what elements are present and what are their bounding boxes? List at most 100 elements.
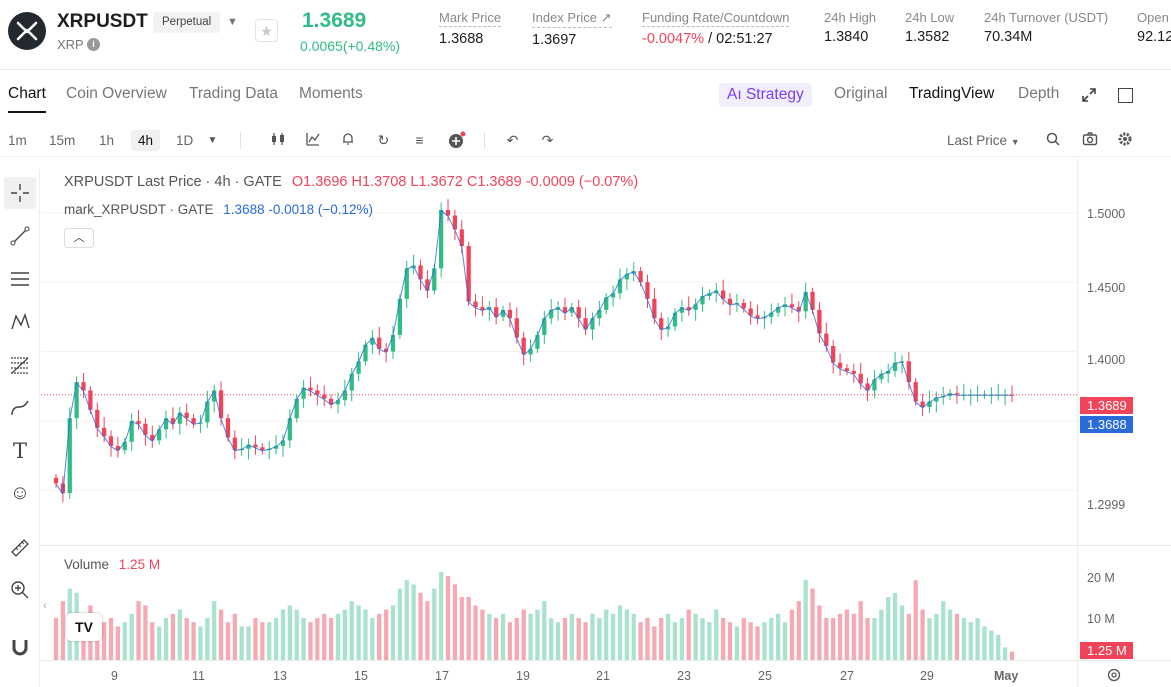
- price-type-select[interactable]: Last Price ▼: [947, 133, 1020, 148]
- redo-icon[interactable]: ↷: [541, 132, 554, 148]
- tab-coin-overview[interactable]: Coin Overview: [66, 85, 167, 102]
- timeframe-dropdown-icon[interactable]: ▼: [207, 135, 218, 146]
- volume-bar: [996, 634, 1001, 660]
- candle-body: [494, 307, 499, 317]
- volume-bar: [899, 605, 905, 660]
- templates-icon[interactable]: ≡: [415, 132, 424, 148]
- info-icon[interactable]: i: [87, 38, 100, 51]
- undo-icon[interactable]: ↶: [506, 132, 519, 148]
- add-plus-icon[interactable]: [447, 131, 466, 150]
- candle-body: [108, 436, 114, 446]
- volume-bar: [445, 576, 451, 660]
- volume-bar: [170, 613, 176, 660]
- symbol-name[interactable]: XRPUSDT: [57, 11, 148, 32]
- stat-mark-price: Mark Price 1.3688: [439, 10, 502, 47]
- tab-moments[interactable]: Moments: [299, 85, 363, 102]
- ruler-icon[interactable]: [4, 532, 36, 564]
- price-chart[interactable]: [41, 158, 1171, 687]
- volume-bar: [370, 618, 375, 660]
- candle-body: [67, 418, 72, 494]
- window-mode-icon[interactable]: [1118, 88, 1133, 103]
- timeframe-15m[interactable]: 15m: [49, 133, 76, 148]
- mark-price-series: [55, 209, 1013, 496]
- volume-bar: [122, 622, 127, 660]
- stat-index-price[interactable]: Index Price ↗ 1.3697: [532, 10, 612, 48]
- volume-bar: [652, 626, 657, 660]
- volume-bar: [892, 592, 898, 660]
- favorite-star-icon[interactable]: ★: [255, 19, 278, 42]
- strategy-button[interactable]: Aı Strategy: [719, 83, 812, 107]
- candles-layer: [53, 199, 1015, 503]
- candle-body: [425, 279, 430, 291]
- timeframe-1m[interactable]: 1m: [8, 133, 27, 148]
- collapse-legend-button[interactable]: ︿: [64, 228, 94, 248]
- tradingview-logo[interactable]: TV: [66, 613, 102, 641]
- volume-bar: [328, 618, 334, 660]
- candle-body: [514, 318, 519, 338]
- volume-bar: [961, 618, 966, 660]
- time-axis-label: 23: [677, 669, 691, 683]
- expand-icon[interactable]: [1080, 86, 1098, 109]
- magnet-icon[interactable]: [4, 631, 36, 663]
- timeframe-4h[interactable]: 4h: [131, 130, 161, 151]
- candle-body: [672, 312, 678, 327]
- candle-type-icon[interactable]: [268, 131, 287, 150]
- pattern-icon[interactable]: [4, 306, 36, 338]
- scroll-left-icon[interactable]: ‹: [43, 600, 47, 612]
- candle-body: [549, 309, 554, 319]
- symbol-dropdown-icon[interactable]: ▼: [227, 16, 238, 28]
- horizontal-lines-icon[interactable]: [4, 263, 36, 295]
- volume-bar: [837, 613, 843, 660]
- alert-icon[interactable]: [338, 131, 357, 150]
- indicators-icon[interactable]: [303, 131, 322, 150]
- volume-bar: [494, 618, 499, 660]
- replay-icon[interactable]: ↻: [377, 132, 390, 148]
- candle-body: [349, 373, 354, 391]
- time-axis-settings-icon[interactable]: [1106, 667, 1122, 686]
- trend-line-icon[interactable]: [4, 220, 36, 252]
- candle-body: [665, 326, 671, 330]
- volume-bar: [721, 618, 726, 660]
- text-icon[interactable]: T: [12, 439, 27, 463]
- volume-bar: [597, 618, 602, 660]
- volume-bar: [947, 609, 953, 660]
- candle-body: [659, 318, 664, 330]
- candle-body: [535, 334, 540, 349]
- volume-bar: [872, 618, 877, 660]
- candle-body: [432, 268, 437, 291]
- volume-axis-label: 20 M: [1087, 571, 1115, 585]
- zoom-in-icon[interactable]: [4, 574, 36, 606]
- volume-bar: [390, 605, 396, 660]
- volume-bar: [177, 609, 182, 660]
- volume-bar: [301, 618, 306, 660]
- settings-gear-icon[interactable]: [1115, 131, 1134, 150]
- search-icon[interactable]: [1043, 131, 1062, 150]
- tab-trading-data[interactable]: Trading Data: [189, 85, 279, 102]
- volume-bar: [631, 613, 636, 660]
- pane-separator[interactable]: [41, 545, 1171, 546]
- chart-toolbar: 1m 15m 1h 4h 1D ▼ ↻ ≡ ↶ ↷ Last Price ▼: [0, 124, 1171, 157]
- crosshair-icon[interactable]: [4, 177, 36, 209]
- volume-bar: [191, 622, 196, 660]
- candle-body: [604, 297, 609, 310]
- timeframe-1h[interactable]: 1h: [99, 133, 115, 148]
- candle-body: [480, 307, 485, 310]
- candle-body: [122, 441, 127, 451]
- candle-body: [831, 346, 836, 363]
- view-depth[interactable]: Depth: [1018, 85, 1060, 102]
- volume-bar: [473, 605, 478, 660]
- volume-bar: [212, 601, 217, 660]
- stat-24h-turnover: 24h Turnover (USDT) 70.34M: [984, 10, 1109, 45]
- camera-icon[interactable]: [1080, 131, 1099, 150]
- timeframe-1d[interactable]: 1D: [176, 133, 194, 148]
- price-change: 0.0065(+0.48%): [300, 38, 401, 54]
- view-original[interactable]: Original: [834, 85, 888, 102]
- emoji-icon[interactable]: ☺: [9, 482, 31, 504]
- candle-body: [205, 401, 210, 423]
- view-tradingview[interactable]: TradingView: [909, 85, 995, 102]
- brush-icon[interactable]: [4, 392, 36, 424]
- volume-bar: [287, 605, 292, 660]
- tab-chart[interactable]: Chart: [8, 85, 46, 113]
- volume-bar: [672, 622, 678, 660]
- fib-retracement-icon[interactable]: [4, 349, 36, 381]
